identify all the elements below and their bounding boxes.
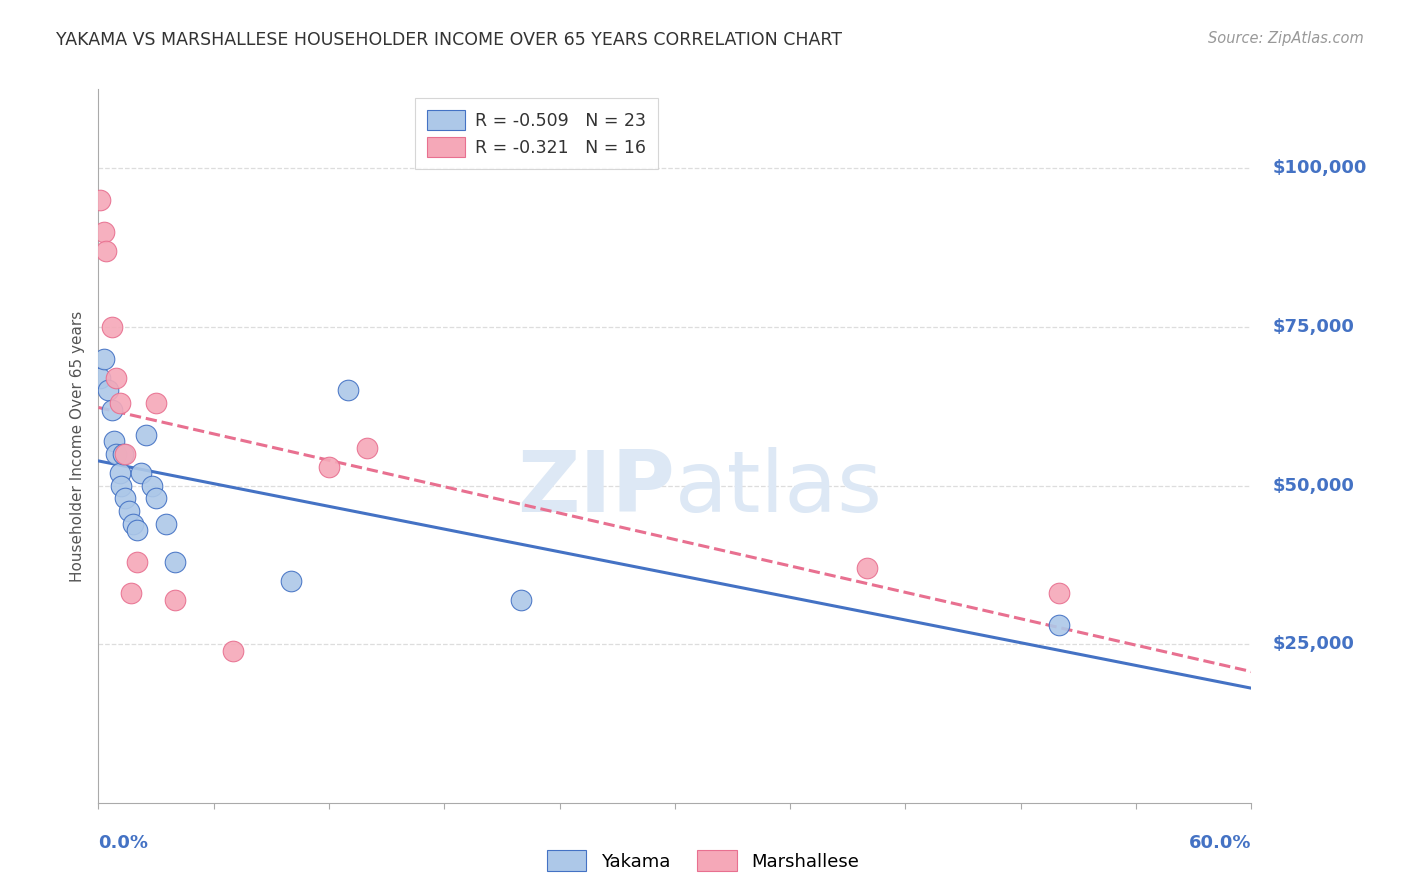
Point (93, 225, 115, 239)
Point (510, 592, 533, 607)
Text: atlas: atlas (675, 447, 883, 531)
Point (114, 447, 136, 461)
Point (114, 491, 136, 506)
Point (318, 459, 340, 474)
Point (1047, 586, 1070, 600)
Point (280, 574, 302, 588)
Text: $100,000: $100,000 (1272, 160, 1367, 178)
Point (125, 523, 148, 537)
Point (104, 371, 127, 385)
Text: $75,000: $75,000 (1272, 318, 1354, 336)
Point (108, 466, 131, 480)
Point (112, 447, 135, 461)
Legend: Yakama, Marshallese: Yakama, Marshallese (540, 843, 866, 879)
Point (155, 516, 177, 531)
Point (89, 193, 111, 207)
Point (94, 244, 117, 258)
Point (856, 561, 879, 575)
Point (103, 434, 125, 449)
Text: Source: ZipAtlas.com: Source: ZipAtlas.com (1208, 31, 1364, 46)
Text: $25,000: $25,000 (1272, 635, 1354, 653)
Point (165, 555, 187, 569)
Text: ZIP: ZIP (517, 447, 675, 531)
Point (122, 516, 145, 531)
Point (93, 351, 115, 366)
Point (145, 491, 167, 506)
Point (108, 396, 131, 410)
Point (165, 592, 187, 607)
Point (101, 402, 124, 417)
Point (135, 428, 157, 442)
Point (129, 466, 152, 480)
Point (110, 478, 132, 492)
Point (118, 504, 141, 518)
Text: $50,000: $50,000 (1272, 476, 1354, 495)
Y-axis label: Householder Income Over 65 years: Householder Income Over 65 years (70, 310, 86, 582)
Legend: R = -0.509   N = 23, R = -0.321   N = 16: R = -0.509 N = 23, R = -0.321 N = 16 (415, 98, 658, 169)
Point (97, 384, 120, 398)
Point (356, 441, 378, 455)
Text: 0.0%: 0.0% (98, 834, 149, 852)
Point (1047, 618, 1070, 632)
Point (145, 396, 167, 410)
Point (101, 320, 124, 334)
Text: YAKAMA VS MARSHALLESE HOUSEHOLDER INCOME OVER 65 YEARS CORRELATION CHART: YAKAMA VS MARSHALLESE HOUSEHOLDER INCOME… (56, 31, 842, 49)
Point (125, 555, 148, 569)
Point (337, 384, 360, 398)
Point (104, 447, 127, 461)
Point (120, 586, 142, 600)
Text: 60.0%: 60.0% (1189, 834, 1251, 852)
Point (89, 371, 111, 385)
Point (141, 478, 163, 492)
Point (222, 643, 245, 657)
